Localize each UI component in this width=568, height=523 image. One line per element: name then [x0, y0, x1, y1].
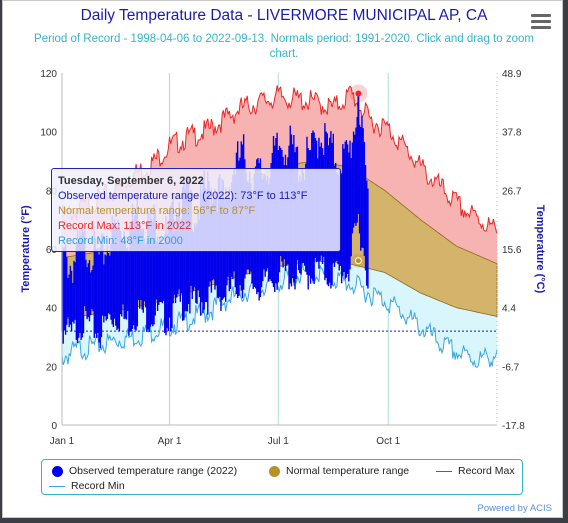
- y-tick-label-right: 37.8: [502, 128, 522, 139]
- x-tick-label: Apr 1: [158, 436, 182, 447]
- legend-record-max-line-icon: [436, 470, 452, 472]
- x-tick-label: Jul 1: [268, 436, 290, 447]
- y-tick-label-right: -6.7: [502, 362, 520, 373]
- menu-bar-line: [531, 26, 551, 29]
- tooltip-normal: Normal temperature range: 56°F to 87°F: [58, 205, 256, 217]
- chart-subtitle: Period of Record - 1998-04-06 to 2022-09…: [34, 33, 534, 60]
- y-tick-label-right: 26.7: [502, 186, 522, 197]
- legend-item-record-max[interactable]: Record Max: [436, 465, 515, 477]
- hover-tooltip: Tuesday, September 6, 2022 Observed temp…: [51, 168, 341, 252]
- chart-legend: Observed temperature range (2022) Normal…: [41, 459, 523, 495]
- menu-bar-line: [531, 20, 551, 23]
- legend-observed-marker-icon: [52, 465, 63, 477]
- y-tick-label-left: 0: [51, 421, 57, 432]
- tooltip-record-min: Record Min: 48°F in 2000: [58, 235, 183, 247]
- bottom-bar: [0, 518, 568, 523]
- legend-normal-marker-icon: [269, 465, 280, 477]
- credits-link[interactable]: Powered by ACIS: [477, 503, 552, 514]
- y-tick-label-left: 120: [40, 69, 57, 80]
- y-tick-label-right: -17.8: [502, 421, 525, 432]
- legend-item-observed[interactable]: Observed temperature range (2022): [52, 465, 237, 477]
- y-axis-title-right: Temperature (°C): [534, 205, 546, 294]
- chart-title: Daily Temperature Data - LIVERMORE MUNIC…: [80, 7, 488, 24]
- legend-observed-label: Observed temperature range (2022): [69, 465, 238, 477]
- legend-item-normal[interactable]: Normal temperature range: [269, 465, 409, 477]
- tooltip-date: Tuesday, September 6, 2022: [58, 175, 204, 187]
- tooltip-record-max: Record Max: 113°F in 2022: [58, 220, 192, 232]
- highlight-record-max-point: [355, 90, 362, 97]
- y-tick-label-right: 4.4: [502, 304, 516, 315]
- x-tick-label: Oct 1: [376, 436, 400, 447]
- x-tick-label: Jan 1: [50, 436, 75, 447]
- legend-record-max-label: Record Max: [458, 465, 515, 477]
- legend-record-min-label: Record Min: [71, 480, 125, 492]
- legend-normal-label: Normal temperature range: [286, 465, 410, 477]
- hamburger-menu-icon[interactable]: [531, 14, 551, 30]
- y-tick-label-right: 48.9: [502, 69, 522, 80]
- legend-item-record-min[interactable]: Record Min: [49, 480, 125, 492]
- y-axis-title-left: Temperature (°F): [20, 205, 32, 293]
- tooltip-observed: Observed temperature range (2022): 73°F …: [58, 190, 308, 202]
- legend-record-min-line-icon: [49, 485, 65, 487]
- y-tick-label-left: 20: [46, 362, 58, 373]
- y-tick-label-right: 15.6: [502, 245, 522, 256]
- menu-bar-line: [531, 14, 551, 17]
- record-min-line: [61, 262, 498, 368]
- y-tick-label-left: 40: [46, 304, 58, 315]
- y-tick-label-left: 100: [40, 128, 57, 139]
- highlight-normal-point: [354, 257, 362, 265]
- record-min-area: [62, 260, 497, 368]
